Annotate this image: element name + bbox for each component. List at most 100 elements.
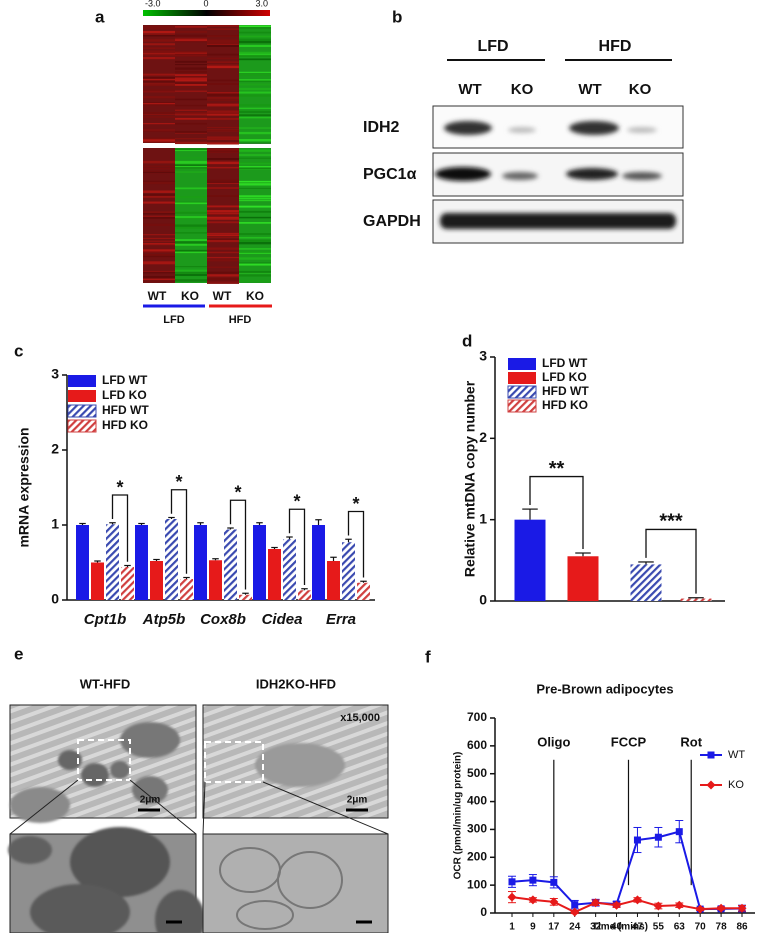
- heat-cell: [143, 111, 175, 115]
- heat-cell: [175, 216, 207, 220]
- heat-cell: [207, 247, 239, 250]
- heatmap-panel: -3.0 0 3.0 WT KO WT KO LFD HFD: [143, 0, 272, 326]
- heat-cell: [239, 53, 271, 56]
- y-axis-label: OCR (pmol/min/ug protein): [453, 752, 464, 880]
- column-label: KO: [629, 81, 652, 98]
- heat-cell: [175, 157, 207, 159]
- y-tick-label: 1: [51, 516, 59, 532]
- heat-cell: [239, 91, 271, 94]
- heat-cell: [207, 213, 239, 215]
- heat-cell: [175, 79, 207, 82]
- heat-cell: [143, 193, 175, 196]
- heat-cell: [207, 126, 239, 129]
- heat-cell: [175, 243, 207, 246]
- heat-cell: [239, 45, 271, 47]
- heat-cell: [207, 39, 239, 42]
- heat-cell: [239, 262, 271, 264]
- heat-cell: [207, 110, 239, 113]
- heat-cell: [207, 281, 239, 284]
- heat-cell: [239, 222, 271, 224]
- heat-cell: [175, 131, 207, 133]
- heat-cell: [207, 97, 239, 99]
- heat-cell: [207, 221, 239, 224]
- row-label: PGC1α: [363, 166, 417, 183]
- em-texture: [8, 827, 205, 933]
- heat-cell: [239, 180, 271, 183]
- heat-cell: [239, 162, 271, 165]
- scale-label: 3.0: [255, 0, 268, 8]
- marker: [612, 900, 622, 910]
- heat-cell: [239, 199, 271, 202]
- x-tick-label: Cox8b: [200, 611, 246, 628]
- heat-cell: [207, 79, 239, 82]
- legend-label: KO: [728, 779, 744, 791]
- heat-cell: [143, 190, 175, 193]
- heat-cell: [207, 61, 239, 63]
- heat-cell: [143, 89, 175, 91]
- bar: [121, 567, 134, 600]
- heat-cell: [239, 148, 271, 283]
- bar: [165, 519, 178, 600]
- column-label: WT: [213, 289, 232, 303]
- heat-cell: [239, 79, 271, 83]
- significance-label: *: [293, 492, 300, 512]
- panel-label: b: [392, 7, 402, 26]
- column-label: KO: [181, 289, 199, 303]
- marker: [570, 907, 580, 917]
- heat-cell: [175, 83, 207, 86]
- heat-cell: [239, 154, 271, 156]
- heat-cell: [143, 25, 175, 28]
- y-tick-label: 3: [479, 348, 487, 364]
- marker: [549, 897, 559, 907]
- scale-label: 2μm: [347, 795, 368, 806]
- heat-cell: [207, 113, 239, 116]
- heat-cell: [175, 251, 207, 254]
- heat-cell: [143, 278, 175, 281]
- legend-swatch: [67, 419, 97, 433]
- heat-cell: [143, 53, 175, 56]
- heat-cell: [207, 129, 239, 132]
- significance-bracket: [288, 508, 306, 585]
- y-axis-label: mRNA expression: [16, 427, 32, 547]
- heat-cell: [143, 56, 175, 60]
- heat-cell: [239, 197, 271, 200]
- x-tick-label: 32: [590, 922, 602, 933]
- heat-cell: [239, 210, 271, 213]
- heat-cell: [175, 70, 207, 73]
- heat-cell: [207, 251, 239, 254]
- heat-cell: [175, 272, 207, 274]
- bar: [514, 519, 546, 601]
- heat-cell: [239, 127, 271, 129]
- heat-cell: [207, 212, 239, 215]
- y-tick-label: 100: [467, 877, 487, 891]
- heat-cell: [175, 211, 207, 214]
- legend-swatch: [68, 390, 96, 402]
- heat-cell: [143, 223, 175, 227]
- heat-cell: [175, 104, 207, 107]
- heat-cell: [239, 51, 271, 54]
- heat-cell: [207, 236, 239, 238]
- marker: [653, 901, 663, 911]
- bar: [224, 529, 237, 600]
- zoom-line: [202, 781, 206, 835]
- group-label: LFD: [163, 314, 184, 326]
- heat-cell: [239, 35, 271, 37]
- column-label: KO: [246, 289, 264, 303]
- heat-cell: [175, 109, 207, 112]
- em-texture: [255, 743, 345, 787]
- heat-cell: [175, 117, 207, 120]
- column-label: WT: [578, 81, 601, 98]
- zoom-line: [262, 781, 389, 835]
- em-panel: WT-HFD IDH2KO-HFD 2μm x15,000 2μm: [8, 676, 389, 933]
- heat-cell: [143, 78, 175, 81]
- heat-cell: [143, 237, 175, 239]
- heat-cell: [143, 82, 175, 85]
- bar: [209, 560, 222, 600]
- heat-cell: [207, 217, 239, 220]
- bar: [76, 525, 89, 600]
- heat-cell: [143, 213, 175, 215]
- bar: [342, 542, 355, 600]
- column-label: WT: [148, 289, 167, 303]
- y-tick-label: 0: [51, 591, 59, 607]
